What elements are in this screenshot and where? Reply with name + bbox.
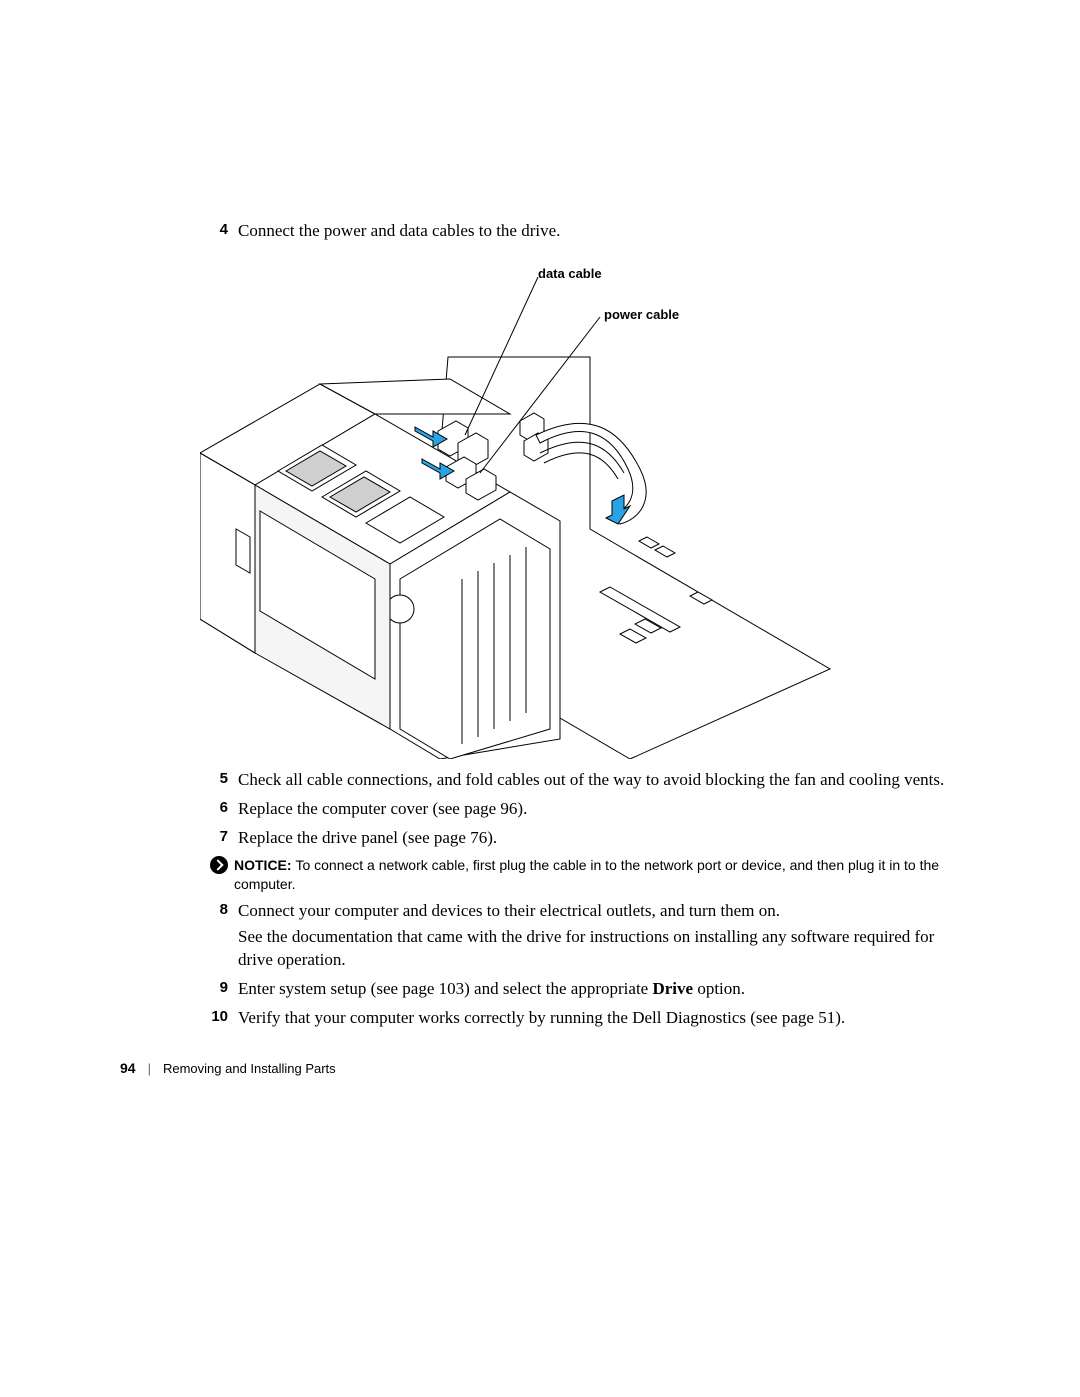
step-10: 10 Verify that your computer works corre… [200, 1007, 970, 1030]
step-number: 7 [200, 827, 238, 847]
notice-row: NOTICE: To connect a network cable, firs… [200, 856, 970, 894]
step-text: Replace the computer cover (see page 96)… [238, 798, 970, 821]
notice-body: To connect a network cable, first plug t… [234, 857, 939, 892]
footer-separator: | [148, 1061, 151, 1076]
step-8: 8 Connect your computer and devices to t… [200, 900, 970, 973]
step-7: 7 Replace the drive panel (see page 76). [200, 827, 970, 850]
step-text: Enter system setup (see page 103) and se… [238, 978, 970, 1001]
step-4: 4 Connect the power and data cables to t… [200, 220, 970, 243]
step-9-post: option. [693, 979, 745, 998]
document-page: 4 Connect the power and data cables to t… [0, 0, 1080, 1397]
step-6: 6 Replace the computer cover (see page 9… [200, 798, 970, 821]
page-footer: 94 | Removing and Installing Parts [120, 1060, 336, 1076]
step-8-text: Connect your computer and devices to the… [238, 901, 780, 920]
step-number: 6 [200, 798, 238, 818]
step-5: 5 Check all cable connections, and fold … [200, 769, 970, 792]
step-text: Replace the drive panel (see page 76). [238, 827, 970, 850]
step-number: 10 [200, 1007, 238, 1027]
step-9-pre: Enter system setup (see page 103) and se… [238, 979, 652, 998]
step-9: 9 Enter system setup (see page 103) and … [200, 978, 970, 1001]
step-text: Verify that your computer works correctl… [238, 1007, 970, 1030]
footer-page-number: 94 [120, 1060, 136, 1076]
step-number: 4 [200, 220, 238, 240]
step-number: 8 [200, 900, 238, 920]
footer-section-title: Removing and Installing Parts [163, 1061, 336, 1076]
step-number: 5 [200, 769, 238, 789]
diagram-svg [200, 259, 920, 759]
notice-icon-wrap [200, 856, 234, 874]
step-8-continuation: See the documentation that came with the… [238, 926, 970, 972]
step-number: 9 [200, 978, 238, 998]
step-9-bold: Drive [652, 979, 693, 998]
step-text: Check all cable connections, and fold ca… [238, 769, 970, 792]
notice-arrow-icon [210, 856, 228, 874]
step-text: Connect the power and data cables to the… [238, 220, 970, 243]
notice-label: NOTICE: [234, 857, 295, 873]
drive-illustration: data cable power cable [200, 259, 920, 759]
step-text: Connect your computer and devices to the… [238, 900, 970, 973]
notice-text: NOTICE: To connect a network cable, firs… [234, 856, 970, 894]
